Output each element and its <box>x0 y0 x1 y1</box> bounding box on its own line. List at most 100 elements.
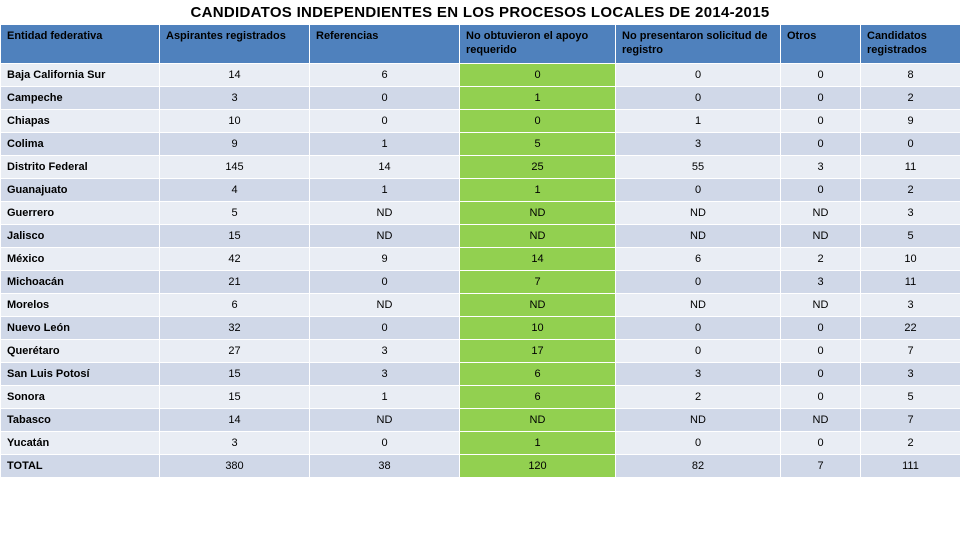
entity-cell: Chiapas <box>1 109 160 132</box>
value-cell: 1 <box>310 385 460 408</box>
value-cell: 0 <box>781 316 861 339</box>
entity-cell: Morelos <box>1 293 160 316</box>
page-title: CANDIDATOS INDEPENDIENTES EN LOS PROCESO… <box>0 0 960 24</box>
table-row: Distrito Federal145142555311 <box>1 155 960 178</box>
value-cell: ND <box>616 408 781 431</box>
value-cell: 0 <box>616 431 781 454</box>
table-row: Querétaro27317007 <box>1 339 960 362</box>
value-cell: 17 <box>460 339 616 362</box>
value-cell: 0 <box>616 316 781 339</box>
value-cell: 2 <box>861 86 960 109</box>
value-cell: 0 <box>310 316 460 339</box>
value-cell: 14 <box>160 63 310 86</box>
value-cell: 1 <box>616 109 781 132</box>
value-cell: ND <box>310 408 460 431</box>
value-cell: 0 <box>781 109 861 132</box>
entity-cell: Jalisco <box>1 224 160 247</box>
value-cell: ND <box>310 201 460 224</box>
value-cell: 5 <box>861 385 960 408</box>
value-cell: 27 <box>160 339 310 362</box>
value-cell: 0 <box>310 431 460 454</box>
table-row: Nuevo León320100022 <box>1 316 960 339</box>
table-row: Tabasco14NDNDNDND7 <box>1 408 960 431</box>
value-cell: 2 <box>861 178 960 201</box>
table-row: Yucatán301002 <box>1 431 960 454</box>
value-cell: 0 <box>781 132 861 155</box>
value-cell: 0 <box>781 178 861 201</box>
value-cell: ND <box>781 201 861 224</box>
value-cell: 0 <box>781 339 861 362</box>
table-row: Guerrero5NDNDNDND3 <box>1 201 960 224</box>
value-cell: 10 <box>861 247 960 270</box>
value-cell: 1 <box>460 86 616 109</box>
value-cell: 9 <box>160 132 310 155</box>
entity-cell: México <box>1 247 160 270</box>
value-cell: 0 <box>781 86 861 109</box>
data-table: Entidad federativa Aspirantes registrado… <box>0 24 960 478</box>
value-cell: 14 <box>460 247 616 270</box>
table-row: México429146210 <box>1 247 960 270</box>
entity-cell: Yucatán <box>1 431 160 454</box>
value-cell: 0 <box>616 86 781 109</box>
value-cell: 21 <box>160 270 310 293</box>
value-cell: 111 <box>861 454 960 477</box>
table-row: San Luis Potosí1536303 <box>1 362 960 385</box>
table-row: TOTAL38038120827111 <box>1 454 960 477</box>
value-cell: 0 <box>616 63 781 86</box>
value-cell: 6 <box>460 385 616 408</box>
table-row: Baja California Sur1460008 <box>1 63 960 86</box>
value-cell: 3 <box>781 155 861 178</box>
value-cell: ND <box>781 293 861 316</box>
value-cell: ND <box>460 224 616 247</box>
col-header-aspirantes: Aspirantes registrados <box>160 25 310 64</box>
value-cell: 25 <box>460 155 616 178</box>
entity-cell: Sonora <box>1 385 160 408</box>
table-row: Campeche301002 <box>1 86 960 109</box>
value-cell: 120 <box>460 454 616 477</box>
value-cell: ND <box>781 408 861 431</box>
value-cell: ND <box>310 293 460 316</box>
value-cell: 3 <box>616 132 781 155</box>
value-cell: 145 <box>160 155 310 178</box>
value-cell: 0 <box>781 431 861 454</box>
value-cell: 380 <box>160 454 310 477</box>
value-cell: 11 <box>861 155 960 178</box>
value-cell: 1 <box>460 178 616 201</box>
value-cell: 0 <box>310 86 460 109</box>
entity-cell: Nuevo León <box>1 316 160 339</box>
value-cell: 0 <box>616 178 781 201</box>
value-cell: ND <box>460 408 616 431</box>
value-cell: ND <box>781 224 861 247</box>
value-cell: 15 <box>160 224 310 247</box>
value-cell: 10 <box>160 109 310 132</box>
value-cell: 0 <box>781 63 861 86</box>
entity-cell: Querétaro <box>1 339 160 362</box>
value-cell: 10 <box>460 316 616 339</box>
value-cell: 38 <box>310 454 460 477</box>
entity-cell: San Luis Potosí <box>1 362 160 385</box>
value-cell: 3 <box>310 362 460 385</box>
value-cell: 6 <box>616 247 781 270</box>
table-body: Baja California Sur1460008Campeche301002… <box>1 63 960 477</box>
entity-cell: Colima <box>1 132 160 155</box>
value-cell: 82 <box>616 454 781 477</box>
col-header-otros: Otros <box>781 25 861 64</box>
table-row: Michoacán21070311 <box>1 270 960 293</box>
value-cell: 3 <box>310 339 460 362</box>
value-cell: 5 <box>460 132 616 155</box>
value-cell: 1 <box>460 431 616 454</box>
col-header-referencias: Referencias <box>310 25 460 64</box>
table-row: Colima915300 <box>1 132 960 155</box>
value-cell: ND <box>460 293 616 316</box>
value-cell: 1 <box>310 178 460 201</box>
value-cell: 7 <box>460 270 616 293</box>
col-header-entidad: Entidad federativa <box>1 25 160 64</box>
value-cell: 0 <box>616 270 781 293</box>
value-cell: 5 <box>160 201 310 224</box>
entity-cell: TOTAL <box>1 454 160 477</box>
value-cell: 7 <box>861 339 960 362</box>
table-row: Morelos6NDNDNDND3 <box>1 293 960 316</box>
value-cell: ND <box>616 201 781 224</box>
table-row: Sonora1516205 <box>1 385 960 408</box>
value-cell: 7 <box>861 408 960 431</box>
